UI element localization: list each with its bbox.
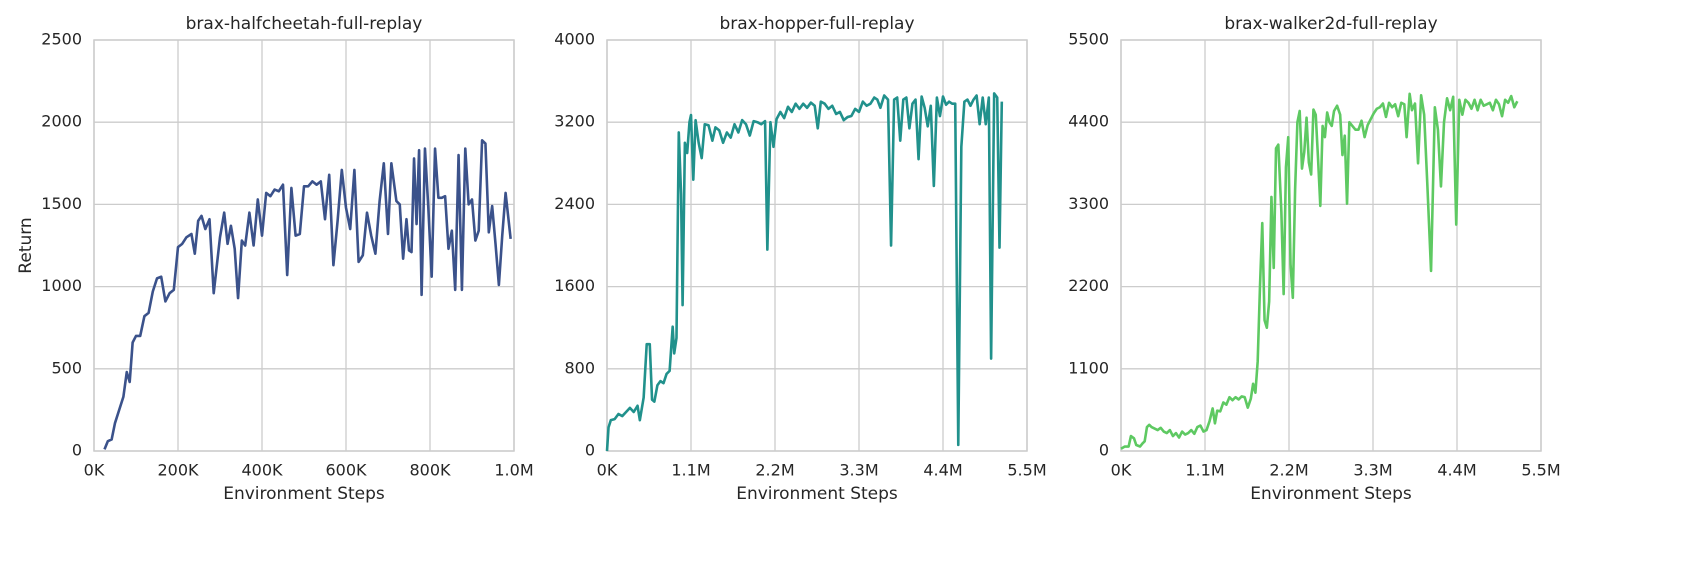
x-tick-label: 2.2M [1269, 461, 1308, 480]
x-tick-label: 4.4M [1437, 461, 1476, 480]
y-tick-label: 1000 [41, 276, 82, 295]
y-tick-label: 4400 [1068, 112, 1109, 131]
y-tick-label: 2000 [41, 112, 82, 131]
x-tick-label: 0K [597, 461, 618, 480]
plot-frame [93, 39, 515, 452]
x-tick-label: 1.1M [671, 461, 710, 480]
x-tick-label: 0K [1111, 461, 1132, 480]
x-axis-label: Environment Steps [223, 484, 385, 504]
y-tick-label: 1600 [554, 276, 595, 295]
x-tick-label: 5.5M [1521, 461, 1560, 480]
chart-title: brax-walker2d-full-replay [1224, 14, 1437, 34]
y-tick-label: 0 [72, 441, 82, 460]
x-tick-label: 4.4M [923, 461, 962, 480]
chart-title: brax-halfcheetah-full-replay [186, 14, 423, 34]
x-axis-label: Environment Steps [736, 484, 898, 504]
data-line [1120, 92, 1519, 450]
y-tick-label: 1500 [41, 194, 82, 213]
x-tick-label: 400K [241, 461, 283, 480]
x-tick-label: 0K [84, 461, 105, 480]
y-tick-label: 3300 [1068, 194, 1109, 213]
x-tick-label: 1.0M [494, 461, 533, 480]
y-tick-label: 5500 [1068, 30, 1109, 49]
y-tick-label: 3200 [554, 112, 595, 131]
y-tick-label: 0 [585, 441, 595, 460]
y-tick-label: 2200 [1068, 276, 1109, 295]
x-tick-label: 2.2M [755, 461, 794, 480]
y-tick-label: 2500 [41, 30, 82, 49]
chart-title: brax-hopper-full-replay [719, 14, 914, 34]
x-tick-label: 3.3M [839, 461, 878, 480]
x-tick-label: 200K [157, 461, 199, 480]
x-tick-label: 800K [409, 461, 451, 480]
y-tick-label: 4000 [554, 30, 595, 49]
x-axis-label: Environment Steps [1250, 484, 1412, 504]
x-tick-label: 600K [325, 461, 367, 480]
y-tick-label: 2400 [554, 194, 595, 213]
y-tick-label: 800 [564, 358, 595, 377]
data-line [103, 138, 512, 450]
plot-frame [606, 39, 1028, 452]
data-line [605, 92, 1004, 452]
x-tick-label: 1.1M [1185, 461, 1224, 480]
y-tick-label: 1100 [1068, 358, 1109, 377]
y-axis-label: Return [16, 217, 36, 273]
plot-frame [1120, 39, 1542, 452]
x-tick-label: 3.3M [1353, 461, 1392, 480]
x-tick-label: 5.5M [1007, 461, 1046, 480]
y-tick-label: 0 [1099, 441, 1109, 460]
y-tick-label: 500 [51, 358, 82, 377]
